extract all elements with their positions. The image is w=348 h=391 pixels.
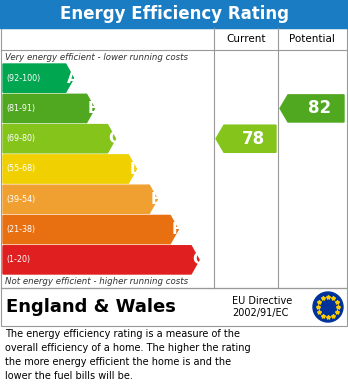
Text: 82: 82 bbox=[308, 99, 332, 117]
Text: G: G bbox=[192, 252, 205, 267]
Polygon shape bbox=[3, 64, 74, 92]
Polygon shape bbox=[3, 215, 178, 244]
Text: (1-20): (1-20) bbox=[6, 255, 30, 264]
Polygon shape bbox=[3, 246, 199, 274]
Text: The energy efficiency rating is a measure of the
overall efficiency of a home. T: The energy efficiency rating is a measur… bbox=[5, 329, 251, 381]
Text: (21-38): (21-38) bbox=[6, 225, 35, 234]
Text: Energy Efficiency Rating: Energy Efficiency Rating bbox=[60, 5, 288, 23]
Bar bbox=[1, 28, 347, 288]
Text: 2002/91/EC: 2002/91/EC bbox=[232, 308, 288, 318]
Text: Very energy efficient - lower running costs: Very energy efficient - lower running co… bbox=[5, 52, 188, 61]
Text: E: E bbox=[150, 192, 161, 207]
Polygon shape bbox=[3, 125, 116, 153]
Text: England & Wales: England & Wales bbox=[6, 298, 176, 316]
Text: 78: 78 bbox=[242, 130, 265, 148]
Polygon shape bbox=[216, 125, 276, 152]
Text: A: A bbox=[67, 71, 78, 86]
Bar bbox=[1, 288, 347, 326]
Text: (39-54): (39-54) bbox=[6, 195, 35, 204]
Text: (81-91): (81-91) bbox=[6, 104, 35, 113]
Text: Potential: Potential bbox=[289, 34, 335, 44]
Polygon shape bbox=[3, 185, 157, 213]
Text: B: B bbox=[88, 101, 99, 116]
Text: (92-100): (92-100) bbox=[6, 74, 40, 83]
Text: (55-68): (55-68) bbox=[6, 165, 35, 174]
Text: F: F bbox=[171, 222, 182, 237]
Text: (69-80): (69-80) bbox=[6, 134, 35, 143]
Text: C: C bbox=[109, 131, 120, 146]
Polygon shape bbox=[3, 155, 136, 183]
Text: EU Directive: EU Directive bbox=[232, 296, 292, 306]
Polygon shape bbox=[3, 94, 95, 122]
Text: Not energy efficient - higher running costs: Not energy efficient - higher running co… bbox=[5, 276, 188, 285]
Text: D: D bbox=[129, 161, 142, 176]
Circle shape bbox=[313, 292, 343, 322]
Polygon shape bbox=[280, 95, 344, 122]
Bar bbox=[0, 0, 348, 28]
Text: Current: Current bbox=[226, 34, 266, 44]
